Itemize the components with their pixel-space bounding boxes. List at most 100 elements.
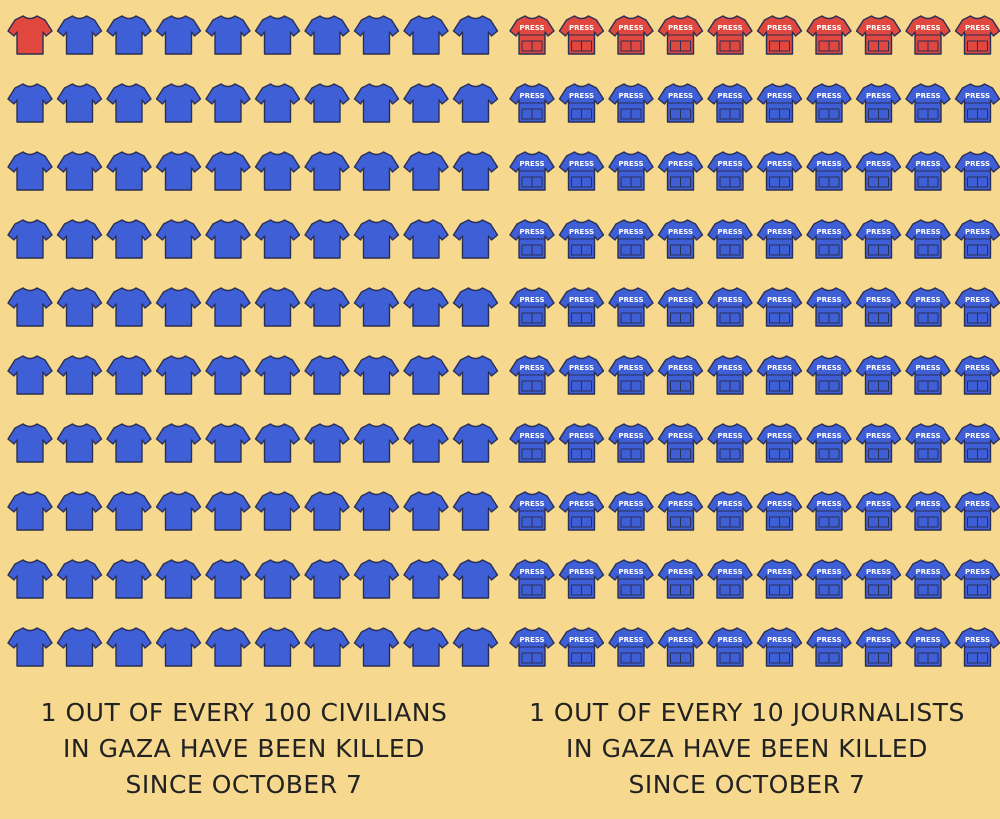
civilians-grid [7, 15, 499, 667]
civilians-caption-line-2: in Gaza have been killed [63, 734, 425, 763]
civilian-shirt-alive-icon [353, 627, 400, 667]
civilian-shirt-alive-icon [7, 491, 53, 531]
svg-text:PRESS: PRESS [965, 636, 990, 644]
journalist-vest-alive-icon: PRESS [756, 559, 803, 599]
journalist-vest-alive-icon: PRESS [558, 83, 605, 123]
svg-text:PRESS: PRESS [866, 228, 891, 236]
svg-text:PRESS: PRESS [717, 92, 742, 100]
svg-text:PRESS: PRESS [569, 296, 594, 304]
journalist-vest-alive-icon: PRESS [558, 491, 605, 531]
svg-text:PRESS: PRESS [668, 160, 693, 168]
civilian-shirt-alive-icon [304, 83, 350, 123]
journalist-vest-killed-icon: PRESS [855, 15, 902, 55]
svg-text:PRESS: PRESS [668, 432, 693, 440]
journalist-vest-alive-icon: PRESS [954, 219, 1000, 259]
svg-text:PRESS: PRESS [519, 432, 544, 440]
journalist-vest-alive-icon: PRESS [707, 423, 753, 463]
svg-text:PRESS: PRESS [915, 432, 940, 440]
svg-text:PRESS: PRESS [569, 364, 594, 372]
svg-text:PRESS: PRESS [717, 568, 742, 576]
journalist-vest-alive-icon: PRESS [509, 151, 555, 191]
svg-text:PRESS: PRESS [767, 160, 792, 168]
civilian-shirt-alive-icon [304, 423, 350, 463]
civilian-shirt-alive-icon [56, 83, 103, 123]
civilian-shirt-alive-icon [155, 15, 202, 55]
svg-text:PRESS: PRESS [618, 636, 643, 644]
svg-text:PRESS: PRESS [668, 364, 693, 372]
journalists-caption: 1 out of every 10 journalists in Gaza ha… [507, 695, 987, 803]
journalist-vest-alive-icon: PRESS [558, 287, 605, 327]
svg-text:PRESS: PRESS [965, 500, 990, 508]
journalist-vest-killed-icon: PRESS [905, 15, 951, 55]
svg-text:PRESS: PRESS [668, 296, 693, 304]
civilian-shirt-alive-icon [7, 287, 53, 327]
civilian-shirt-alive-icon [7, 151, 53, 191]
svg-text:PRESS: PRESS [569, 228, 594, 236]
civilian-shirt-alive-icon [155, 423, 202, 463]
journalist-vest-alive-icon: PRESS [954, 491, 1000, 531]
civilian-shirt-alive-icon [205, 151, 251, 191]
civilian-shirt-alive-icon [106, 627, 152, 667]
civilian-shirt-alive-icon [7, 355, 53, 395]
svg-text:PRESS: PRESS [668, 636, 693, 644]
civilian-shirt-alive-icon [106, 83, 152, 123]
svg-text:PRESS: PRESS [915, 160, 940, 168]
journalist-vest-alive-icon: PRESS [608, 83, 654, 123]
civilian-shirt-alive-icon [452, 559, 499, 599]
svg-text:PRESS: PRESS [519, 500, 544, 508]
journalist-vest-alive-icon: PRESS [509, 491, 555, 531]
journalist-vest-alive-icon: PRESS [905, 491, 951, 531]
svg-text:PRESS: PRESS [618, 228, 643, 236]
civilian-shirt-alive-icon [304, 355, 350, 395]
civilian-shirt-alive-icon [205, 83, 251, 123]
svg-text:PRESS: PRESS [816, 160, 841, 168]
civilian-shirt-alive-icon [353, 151, 400, 191]
svg-text:PRESS: PRESS [866, 92, 891, 100]
journalist-vest-alive-icon: PRESS [855, 627, 902, 667]
svg-text:PRESS: PRESS [668, 500, 693, 508]
civilian-shirt-alive-icon [155, 559, 202, 599]
svg-text:PRESS: PRESS [767, 228, 792, 236]
svg-text:PRESS: PRESS [717, 228, 742, 236]
journalist-vest-alive-icon: PRESS [509, 83, 555, 123]
journalist-vest-alive-icon: PRESS [657, 83, 704, 123]
journalist-vest-killed-icon: PRESS [509, 15, 555, 55]
journalist-vest-alive-icon: PRESS [855, 355, 902, 395]
journalist-vest-alive-icon: PRESS [657, 423, 704, 463]
svg-text:PRESS: PRESS [915, 636, 940, 644]
journalist-vest-alive-icon: PRESS [855, 423, 902, 463]
civilian-shirt-alive-icon [205, 627, 251, 667]
journalist-vest-alive-icon: PRESS [608, 287, 654, 327]
svg-text:PRESS: PRESS [618, 364, 643, 372]
svg-text:PRESS: PRESS [569, 24, 594, 32]
civilian-shirt-alive-icon [155, 355, 202, 395]
journalist-vest-alive-icon: PRESS [657, 287, 704, 327]
journalist-vest-alive-icon: PRESS [905, 355, 951, 395]
civilian-shirt-alive-icon [403, 627, 449, 667]
journalist-vest-alive-icon: PRESS [855, 287, 902, 327]
journalist-vest-alive-icon: PRESS [756, 491, 803, 531]
svg-text:PRESS: PRESS [816, 228, 841, 236]
civilian-shirt-alive-icon [155, 627, 202, 667]
journalists-caption-line-3: since October 7 [628, 770, 866, 799]
civilian-shirt-alive-icon [452, 151, 499, 191]
journalist-vest-alive-icon: PRESS [509, 219, 555, 259]
journalist-vest-alive-icon: PRESS [855, 559, 902, 599]
civilian-shirt-alive-icon [254, 491, 301, 531]
civilian-shirt-alive-icon [56, 151, 103, 191]
svg-text:PRESS: PRESS [569, 432, 594, 440]
civilian-shirt-alive-icon [304, 219, 350, 259]
svg-text:PRESS: PRESS [866, 364, 891, 372]
journalist-vest-alive-icon: PRESS [756, 219, 803, 259]
svg-text:PRESS: PRESS [866, 568, 891, 576]
civilian-shirt-alive-icon [106, 287, 152, 327]
civilian-shirt-alive-icon [403, 423, 449, 463]
svg-text:PRESS: PRESS [816, 568, 841, 576]
journalist-vest-alive-icon: PRESS [509, 355, 555, 395]
journalist-vest-alive-icon: PRESS [608, 355, 654, 395]
civilian-shirt-alive-icon [403, 355, 449, 395]
civilian-shirt-alive-icon [353, 219, 400, 259]
svg-text:PRESS: PRESS [965, 160, 990, 168]
journalist-vest-alive-icon: PRESS [954, 559, 1000, 599]
